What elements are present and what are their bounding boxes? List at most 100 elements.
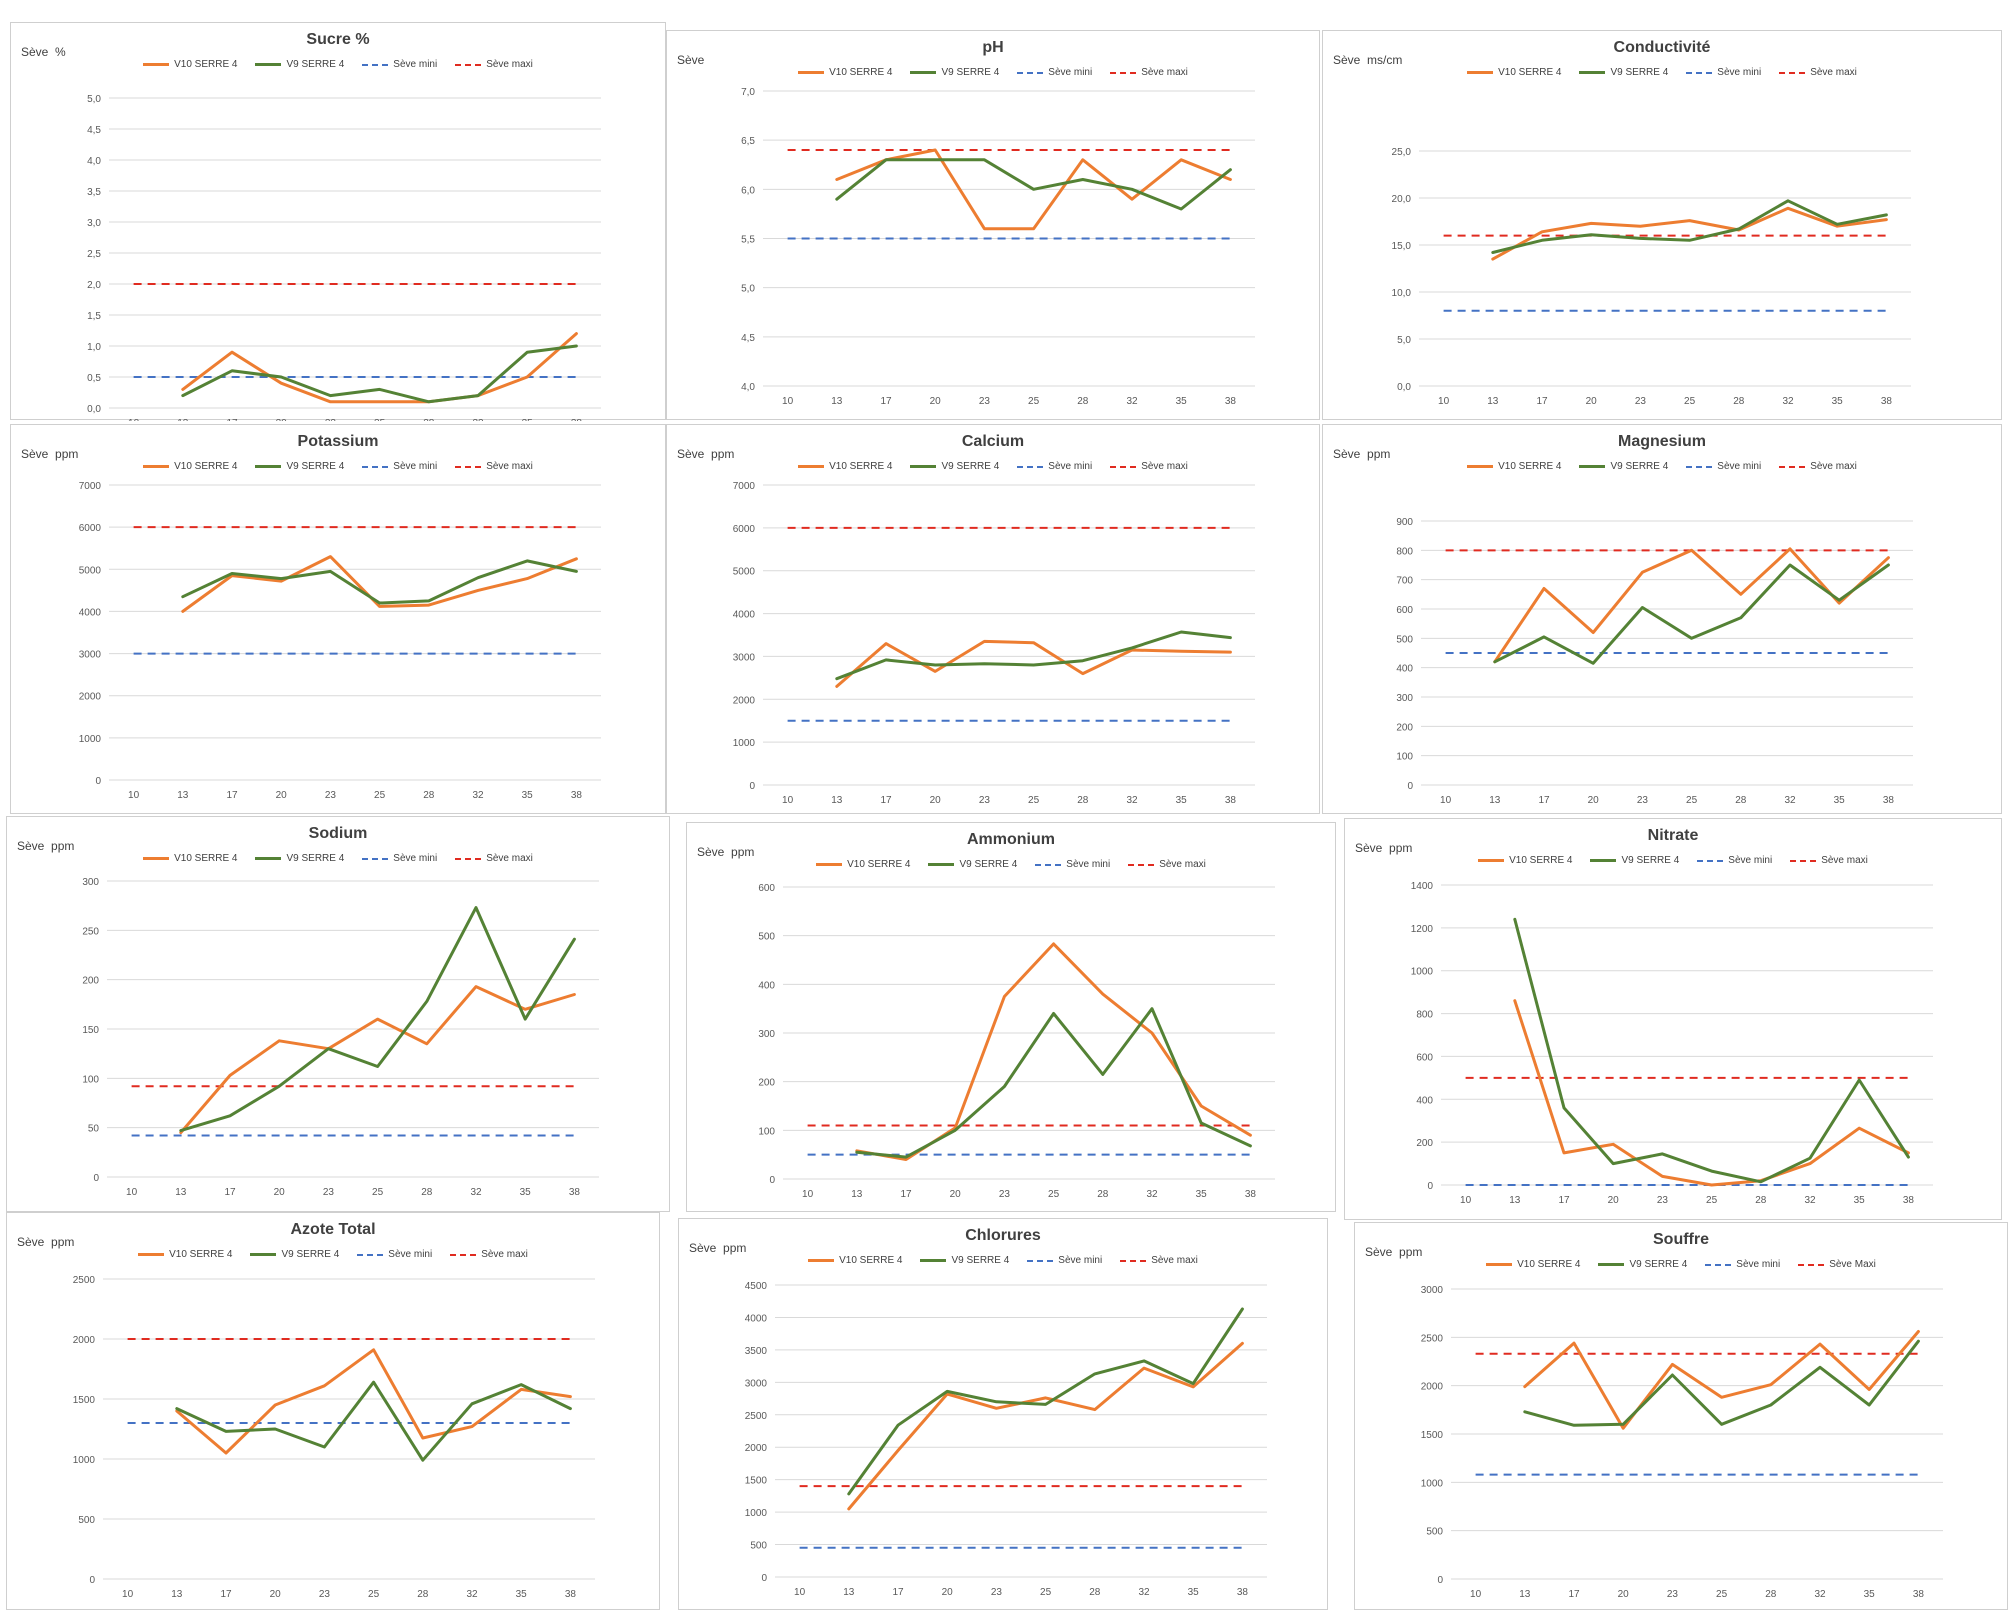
- series-line-v10: [1491, 206, 1888, 261]
- legend-swatch: [1110, 465, 1137, 468]
- y-tick-label: 15,0: [1392, 241, 1412, 252]
- x-tick-label: 13: [1489, 795, 1501, 806]
- y-tick-label: 300: [82, 877, 99, 888]
- plot-area: 0 1000 2000 3000 4000 5000 6000 7000 10 13 17 20 23 2…: [79, 481, 601, 801]
- x-tick-label: 23: [1635, 396, 1647, 407]
- legend-label: Sève maxi: [1821, 855, 1868, 866]
- y-tick-label: 1000: [733, 738, 756, 749]
- y-tick-label: 900: [1396, 517, 1413, 528]
- y-tick-label: 10,0: [1392, 288, 1412, 299]
- x-tick-label: 13: [177, 418, 189, 421]
- chart-legend: V10 SERRE 4 V9 SERRE 4 Sève mini Sève maxi: [679, 1255, 1327, 1266]
- legend-label: V9 SERRE 4: [951, 1255, 1010, 1266]
- y-tick-label: 4,0: [87, 156, 101, 167]
- chart-title: Magnesium: [1617, 433, 1706, 450]
- legend-label: Sève maxi: [1151, 1255, 1198, 1266]
- legend-item: V9 SERRE 4: [255, 461, 344, 472]
- legend-swatch: [357, 1253, 384, 1256]
- legend-item: Sève maxi: [1779, 67, 1857, 78]
- legend-item: V10 SERRE 4: [143, 59, 237, 70]
- x-tick-label: 28: [421, 1187, 433, 1198]
- chart-title: Chlorures: [965, 1227, 1041, 1244]
- y-tick-label: 4000: [79, 607, 102, 618]
- y-tick-label: 0,5: [87, 373, 101, 384]
- y-tick-label: 0: [93, 1173, 99, 1184]
- y-tick-label: 500: [758, 932, 775, 943]
- legend-label: Sève maxi: [486, 853, 533, 864]
- legend-item: V10 SERRE 4: [143, 461, 237, 472]
- x-tick-label: 23: [325, 418, 337, 421]
- legend-item: V10 SERRE 4: [1478, 855, 1572, 866]
- x-tick-label: 13: [171, 1589, 183, 1600]
- legend-item: Sève mini: [1686, 67, 1761, 78]
- y-tick-label: 1,5: [87, 311, 101, 322]
- x-tick-label: 20: [1608, 1195, 1620, 1206]
- y-tick-label: 4500: [745, 1281, 768, 1292]
- legend-swatch: [928, 863, 955, 866]
- y-tick-label: 0,0: [1397, 382, 1411, 393]
- y-tick-label: 0: [1407, 781, 1413, 792]
- legend-label: V9 SERRE 4: [1621, 855, 1680, 866]
- y-tick-label: 25,0: [1392, 147, 1412, 158]
- chart-legend: V10 SERRE 4 V9 SERRE 4 Sève mini Sève maxi: [7, 1249, 659, 1260]
- legend-swatch: [1017, 465, 1044, 468]
- x-tick-label: 32: [1782, 396, 1794, 407]
- y-tick-label: 700: [1396, 576, 1413, 587]
- y-tick-label: 200: [82, 976, 99, 987]
- y-unit-label: Sève ppm: [689, 1241, 747, 1255]
- x-tick-label: 25: [374, 418, 386, 421]
- y-tick-label: 5000: [733, 567, 756, 578]
- legend-label: Sève maxi: [1141, 461, 1188, 472]
- chart-nitrate: 0 200 400 600 800 1000 1200 1400 10 13 17 20 23 25 28 3…: [1344, 818, 2002, 1220]
- legend-swatch: [362, 63, 389, 66]
- y-tick-label: 3000: [733, 652, 756, 663]
- chart-legend: V10 SERRE 4 V9 SERRE 4 Sève mini Sève maxi: [687, 859, 1335, 870]
- x-tick-label: 35: [516, 1589, 528, 1600]
- x-tick-label: 13: [175, 1187, 187, 1198]
- legend-swatch: [455, 63, 482, 66]
- x-tick-label: 38: [571, 790, 583, 801]
- legend-label: V9 SERRE 4: [1610, 67, 1669, 78]
- y-tick-label: 6,0: [741, 185, 755, 196]
- legend-label: Sève mini: [1717, 461, 1762, 472]
- y-tick-label: 200: [758, 1078, 775, 1089]
- legend-item: Sève mini: [1697, 855, 1772, 866]
- x-tick-label: 23: [323, 1187, 335, 1198]
- x-tick-label: 10: [1440, 795, 1452, 806]
- x-tick-label: 17: [880, 795, 892, 806]
- x-tick-label: 38: [569, 1187, 581, 1198]
- legend-item: Sève mini: [362, 461, 437, 472]
- x-tick-label: 25: [374, 790, 386, 801]
- x-tick-label: 32: [1784, 795, 1796, 806]
- legend-swatch: [1697, 859, 1724, 862]
- legend-item: V9 SERRE 4: [910, 461, 999, 472]
- legend-swatch: [1686, 465, 1713, 468]
- x-tick-label: 17: [900, 1189, 912, 1200]
- legend-item: Sève mini: [362, 853, 437, 864]
- legend-swatch: [455, 465, 482, 468]
- y-unit-label: Sève ppm: [17, 839, 75, 853]
- x-tick-label: 17: [1538, 795, 1550, 806]
- x-tick-label: 38: [1225, 396, 1237, 407]
- legend-swatch: [1467, 465, 1494, 468]
- y-unit-label: Sève ppm: [677, 447, 735, 461]
- series-line-v10: [181, 332, 578, 404]
- y-tick-label: 100: [758, 1126, 775, 1137]
- y-tick-label: 5,5: [741, 235, 755, 246]
- legend-swatch: [1779, 71, 1806, 74]
- legend-item: V10 SERRE 4: [1467, 67, 1561, 78]
- plot-area: 4,0 4,5 5,0 5,5 6,0 6,5 7,0 10 13 17 20 23 25 28 32 35 3…: [741, 87, 1255, 407]
- legend-swatch: [143, 465, 170, 468]
- x-tick-label: 32: [1126, 795, 1138, 806]
- series-line-v9: [179, 906, 576, 1133]
- y-tick-label: 7000: [733, 481, 756, 492]
- legend-item: Sève mini: [1027, 1255, 1102, 1266]
- x-tick-label: 23: [1667, 1589, 1679, 1600]
- legend-item: V9 SERRE 4: [1579, 67, 1668, 78]
- x-tick-label: 23: [999, 1189, 1011, 1200]
- y-tick-label: 4,5: [741, 333, 755, 344]
- series-line-v10: [181, 555, 578, 613]
- legend-item: V9 SERRE 4: [910, 67, 999, 78]
- x-tick-label: 23: [1657, 1195, 1669, 1206]
- legend-swatch: [255, 63, 282, 66]
